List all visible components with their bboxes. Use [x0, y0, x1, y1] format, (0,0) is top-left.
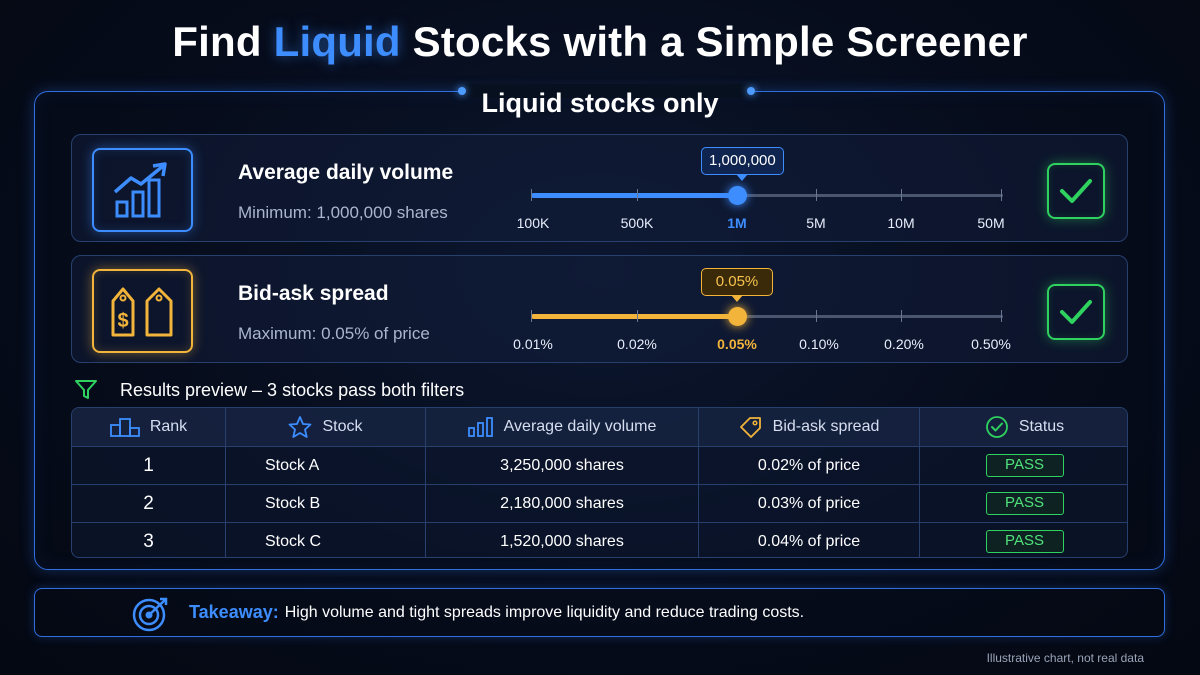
- cell-spread: 0.02% of price: [699, 447, 920, 484]
- filter-card-volume: Average daily volume Minimum: 1,000,000 …: [71, 134, 1128, 242]
- target-icon: [132, 597, 168, 632]
- decor-dot-left: [458, 87, 466, 95]
- decor-dot-right: [747, 87, 755, 95]
- slider-tick: [816, 310, 817, 322]
- slider-value-bubble: 1,000,000: [701, 147, 784, 181]
- cell-volume: 1,520,000 shares: [426, 523, 699, 557]
- slider-tick: [901, 310, 902, 322]
- tick-label: 100K: [516, 215, 550, 231]
- slider-fill: [531, 193, 737, 198]
- svg-text:$: $: [117, 310, 128, 332]
- cell-rank: 1: [72, 447, 226, 484]
- filter-description: Maximum: 0.05% of price: [238, 324, 430, 343]
- page-title: Find Liquid Stocks with a Simple Screene…: [0, 18, 1200, 66]
- results-table: Rank Stock Average daily volume Bid-ask …: [71, 407, 1128, 558]
- slider-tick: [901, 189, 902, 201]
- tick-label: 500K: [620, 215, 654, 231]
- bar-chart-icon: [467, 417, 493, 437]
- column-header-status: Status: [920, 408, 1127, 446]
- cell-rank: 2: [72, 485, 226, 522]
- tick-label-selected: 0.05%: [717, 336, 757, 352]
- panel-title-backdrop: [465, 84, 750, 98]
- cell-volume: 3,250,000 shares: [426, 447, 699, 484]
- tick-label: 0.02%: [617, 336, 657, 352]
- check-circle-icon: [985, 416, 1008, 438]
- tick-label-selected: 1M: [727, 215, 747, 231]
- slider-tick: [531, 189, 532, 201]
- cell-stock: Stock C: [226, 523, 426, 557]
- slider-track[interactable]: [531, 194, 1003, 197]
- results-heading-text: Results preview – 3 stocks pass both fil…: [120, 379, 465, 400]
- filter-card-spread: $ Bid-ask spread Maximum: 0.05% of price…: [71, 255, 1128, 363]
- tick-label: 5M: [806, 215, 826, 231]
- column-header-label: Average daily volume: [503, 418, 657, 435]
- tick-label: 0.50%: [971, 336, 1011, 352]
- tick-label: 50M: [977, 215, 1005, 231]
- filter-description: Minimum: 1,000,000 shares: [238, 203, 448, 222]
- column-header-spread: Bid-ask spread: [699, 408, 920, 446]
- pass-badge: PASS: [985, 454, 1064, 477]
- slider-tick: [816, 189, 817, 201]
- takeaway-bar: Takeaway: High volume and tight spreads …: [34, 588, 1165, 637]
- title-pre: Find: [172, 18, 274, 65]
- spread-slider[interactable]: 0.05% 0.01% 0.02% 0.05% 0.10% 0.20% 0.50…: [513, 256, 1011, 364]
- slider-value-bubble: 0.05%: [701, 268, 773, 302]
- slider-tick: [637, 189, 638, 201]
- table-row: 1 Stock A 3,250,000 shares 0.02% of pric…: [72, 446, 1127, 484]
- star-icon: [289, 416, 312, 438]
- filter-funnel-icon: [75, 380, 97, 399]
- table-row: 2 Stock B 2,180,000 shares 0.03% of pric…: [72, 484, 1127, 522]
- tick-label: 0.20%: [884, 336, 924, 352]
- cell-status: PASS: [920, 447, 1127, 484]
- panel-title: Liquid stocks only: [481, 88, 719, 118]
- volume-slider[interactable]: 1,000,000 100K 500K 1M 5M 10M 50M: [517, 135, 1007, 243]
- slider-fill: [531, 314, 737, 319]
- cell-spread: 0.03% of price: [699, 485, 920, 522]
- cell-status: PASS: [920, 485, 1127, 522]
- column-header-stock: Stock: [226, 408, 426, 446]
- cell-volume: 2,180,000 shares: [426, 485, 699, 522]
- slider-track[interactable]: [531, 315, 1003, 318]
- filter-name: Average daily volume: [238, 161, 454, 184]
- slider-tick: [637, 310, 638, 322]
- filter-name: Bid-ask spread: [238, 282, 389, 305]
- slider-tick: [1001, 310, 1002, 322]
- bar-chart-trend-icon: [92, 148, 193, 232]
- title-highlight: Liquid: [273, 18, 401, 65]
- slider-tick: [531, 310, 532, 322]
- tag-icon: [739, 417, 761, 438]
- cell-rank: 3: [72, 523, 226, 557]
- cell-status: PASS: [920, 523, 1127, 557]
- column-header-label: Rank: [149, 418, 188, 435]
- cell-spread: 0.04% of price: [699, 523, 920, 557]
- slider-thumb[interactable]: [727, 186, 747, 205]
- column-header-label: Stock: [322, 418, 363, 435]
- podium-icon: [109, 418, 140, 437]
- tick-label: 0.01%: [513, 336, 553, 352]
- column-header-label: Bid-ask spread: [772, 418, 880, 435]
- table-header-row: Rank Stock Average daily volume Bid-ask …: [72, 408, 1127, 446]
- column-header-rank: Rank: [72, 408, 226, 446]
- pass-badge: PASS: [985, 492, 1064, 515]
- takeaway-label: Takeaway:: [189, 602, 279, 622]
- tick-label: 10M: [887, 215, 915, 231]
- check-icon: [1047, 163, 1105, 219]
- column-header-label: Status: [1018, 418, 1065, 435]
- title-post: Stocks with a Simple Screener: [400, 18, 1028, 65]
- cell-stock: Stock A: [226, 447, 426, 484]
- pass-badge: PASS: [985, 530, 1064, 553]
- cell-stock: Stock B: [226, 485, 426, 522]
- footnote: Illustrative chart, not real data: [986, 651, 1144, 665]
- check-icon: [1047, 284, 1105, 340]
- tick-label: 0.10%: [799, 336, 839, 352]
- slider-tick: [1001, 189, 1002, 201]
- slider-thumb[interactable]: [727, 307, 747, 326]
- price-tags-icon: $: [92, 269, 193, 353]
- column-header-volume: Average daily volume: [426, 408, 699, 446]
- takeaway-message: High volume and tight spreads improve li…: [284, 603, 805, 621]
- results-heading: Results preview – 3 stocks pass both fil…: [74, 378, 464, 402]
- table-row: 3 Stock C 1,520,000 shares 0.04% of pric…: [72, 522, 1127, 557]
